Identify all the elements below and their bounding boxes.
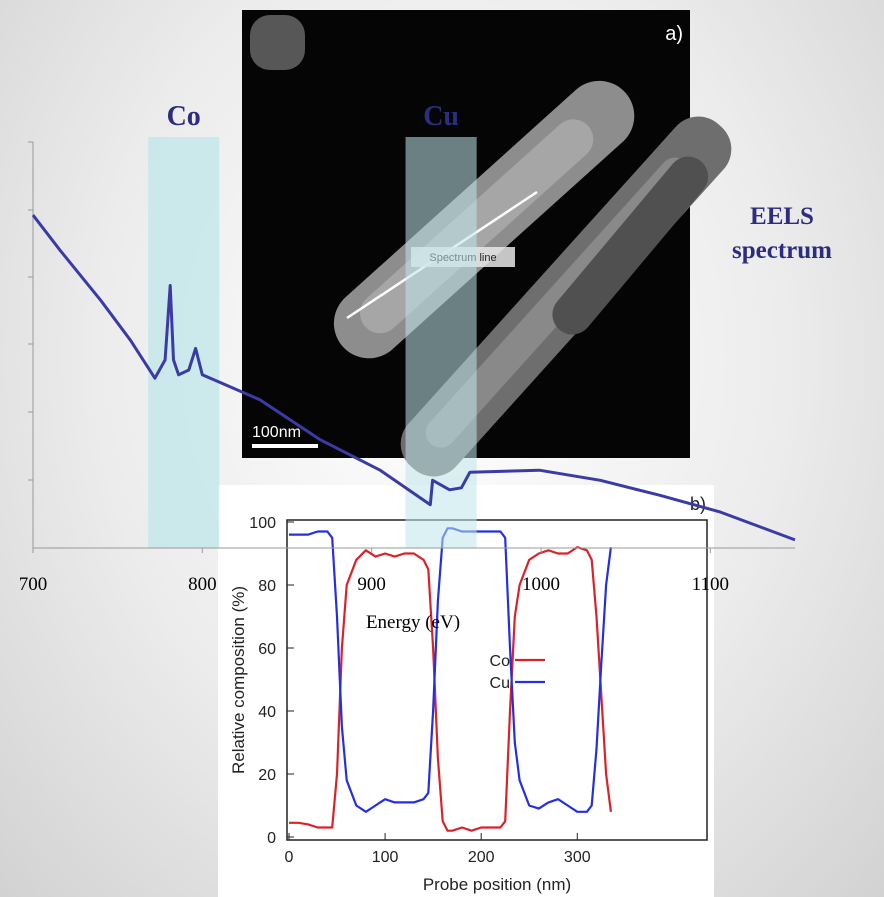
x-tick-label: 700: [19, 574, 48, 595]
x-tick-label: 1100: [692, 574, 729, 595]
spectrum-line: [31, 214, 796, 542]
x-tick-label: 1000: [522, 574, 560, 595]
band: [148, 137, 220, 548]
profile-panel: 0 100 200 300 0 20 40 60 80 100 Probe position (nm…: [218, 485, 714, 897]
band-label: Cu: [423, 101, 459, 132]
panel-label: b): [690, 494, 706, 514]
x-tick-label: 800: [188, 574, 217, 595]
x-tick-label: 100: [372, 849, 399, 866]
x-tick-label: 900: [357, 574, 386, 595]
y-tick-label: 0: [267, 830, 276, 847]
x-axis-label: Energy (eV): [366, 612, 460, 633]
series-line: [289, 546, 612, 832]
x-tick-label: 300: [564, 849, 591, 866]
legend-label: Cu: [490, 675, 510, 692]
x-tick-label: 0: [285, 849, 294, 866]
scale-bar-label: 100nm: [252, 424, 301, 441]
x-tick-label: 200: [468, 849, 495, 866]
legend-label: Co: [490, 653, 511, 670]
y-tick-label: 60: [258, 641, 276, 658]
band-label: Co: [167, 101, 201, 132]
y-tick-label: 100: [249, 515, 276, 532]
spectrum-plot: 700 800 900 1000 1100 Energy (eV): [19, 141, 796, 633]
y-tick-label: 20: [258, 767, 276, 784]
x-axis-label: Probe position (nm): [423, 875, 571, 894]
chart-title: EELS spectrum: [732, 203, 832, 264]
tem-image: Spectrum line a) 100nm: [242, 10, 732, 477]
y-tick-label: 40: [258, 704, 276, 721]
y-tick-label: 80: [258, 578, 276, 595]
plot-frame: [286, 519, 708, 841]
y-axis-label: Relative composition (%): [229, 586, 248, 774]
panel-label: a): [665, 23, 683, 45]
